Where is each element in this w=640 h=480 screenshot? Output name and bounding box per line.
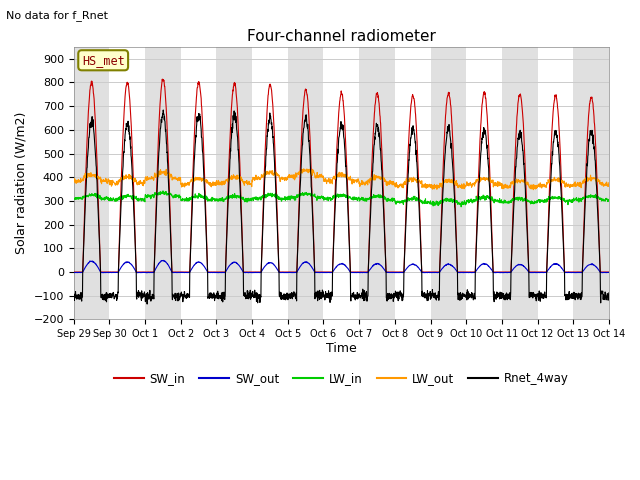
- Bar: [74, 47, 109, 319]
- Bar: [145, 47, 180, 319]
- Bar: [359, 47, 395, 319]
- Bar: [431, 47, 466, 319]
- Bar: [288, 47, 323, 319]
- Legend: SW_in, SW_out, LW_in, LW_out, Rnet_4way: SW_in, SW_out, LW_in, LW_out, Rnet_4way: [109, 367, 573, 390]
- Bar: [216, 47, 252, 319]
- X-axis label: Time: Time: [326, 342, 356, 355]
- Text: No data for f_Rnet: No data for f_Rnet: [6, 10, 108, 21]
- Text: HS_met: HS_met: [82, 54, 125, 67]
- Bar: [573, 47, 609, 319]
- Title: Four-channel radiometer: Four-channel radiometer: [247, 29, 436, 44]
- Y-axis label: Solar radiation (W/m2): Solar radiation (W/m2): [15, 112, 28, 254]
- Bar: [502, 47, 538, 319]
